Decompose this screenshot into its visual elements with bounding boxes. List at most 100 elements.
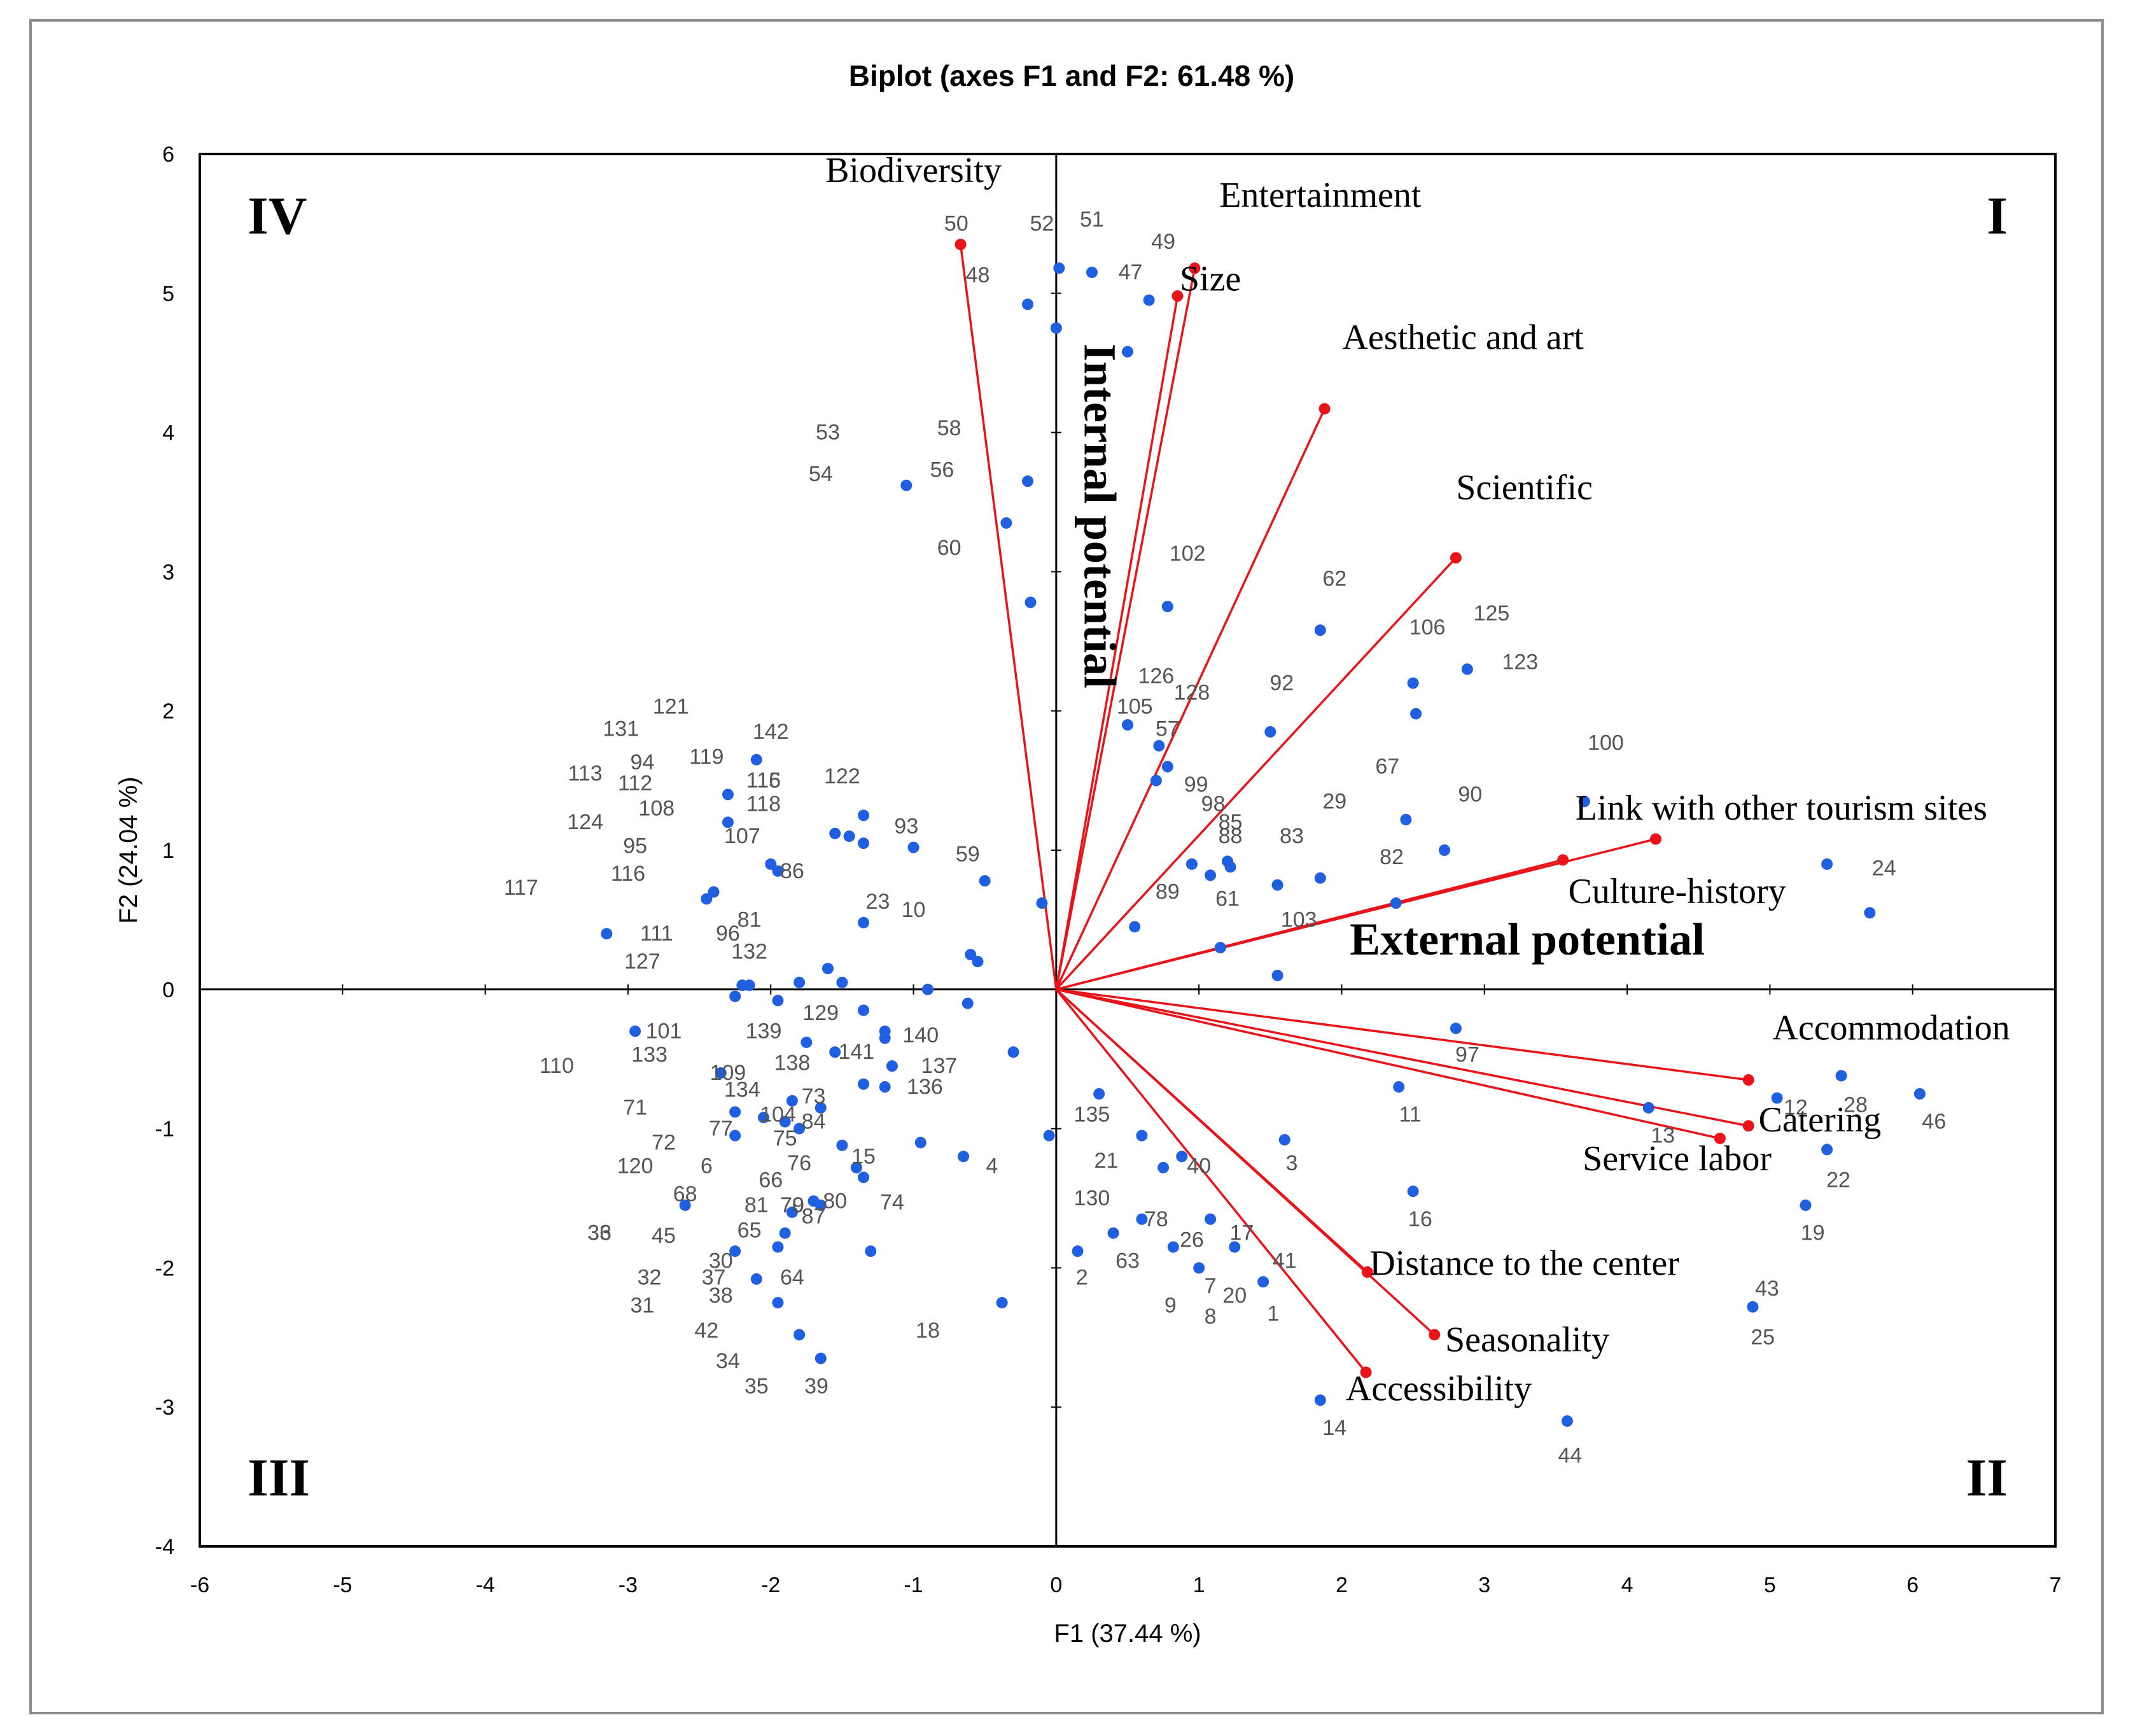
variable-label-service-labor: Service labor [1583,1139,1772,1179]
observation-label: 109 [710,1061,746,1085]
variable-label-culture-history: Culture-history [1568,872,1786,911]
x-axis-title: F1 (37.44 %) [1054,1620,1201,1648]
observation-point [722,788,734,801]
observation-point [1410,708,1422,720]
observation-point [794,976,806,988]
observation-point [886,1060,898,1072]
observation-point [1393,1081,1405,1093]
observation-label: 23 [866,890,890,914]
observation-label: 30 [709,1249,733,1273]
variable-label-seasonality: Seasonality [1445,1320,1609,1360]
observation-point [786,1206,798,1218]
observation-label: 97 [1455,1043,1479,1067]
chart-title: Biplot (axes F1 and F2: 61.48 %) [849,59,1294,92]
observation-label: 131 [603,717,639,741]
observation-point [1021,475,1033,487]
observation-label: 62 [1322,566,1346,591]
observation-label: 7 [1205,1274,1217,1298]
observation-label: 8 [1205,1305,1217,1329]
observation-point [1314,872,1326,884]
observation-point [1642,1102,1654,1114]
observation-label: 88 [1219,824,1243,848]
observation-point [1185,858,1198,870]
observation-label: 24 [1872,856,1896,880]
observation-label: 134 [724,1077,760,1102]
observation-label: 42 [694,1319,718,1343]
observation-point [1036,897,1048,909]
observation-label: 4 [986,1154,998,1179]
vector-size [1055,295,1179,990]
observation-point [1143,294,1155,306]
observation-point [1771,1092,1783,1104]
observation-label: 44 [1558,1444,1582,1468]
observation-point [1122,346,1133,358]
observation-point [1150,774,1162,787]
observation-point [772,1297,784,1309]
observation-point [1205,869,1217,881]
vector-tip-size [1171,290,1184,302]
observation-point [815,1102,827,1114]
observation-label: 85 [1219,810,1243,834]
observation-label: 129 [802,1001,839,1025]
observation-point [858,1172,870,1184]
observation-point [900,479,913,491]
observation-point [965,949,977,961]
vector-service-labor [1056,988,1721,1140]
observation-point [1093,1088,1105,1100]
vector-scientific [1055,557,1457,990]
observation-label: 67 [1375,755,1399,779]
observation-point [907,841,920,853]
observation-point [1400,813,1412,825]
observation-point [1205,1213,1217,1225]
observation-label: 71 [623,1096,647,1120]
observation-label: 112 [618,771,652,795]
x-tick-label: 4 [1621,1573,1633,1597]
observation-label: 35 [745,1374,769,1398]
observation-point [1043,1130,1055,1142]
observation-label: 46 [1922,1110,1946,1134]
observation-label: 127 [624,949,661,974]
observation-point [1747,1301,1759,1313]
observation-label: 18 [916,1319,940,1343]
observation-label: 107 [724,824,760,848]
observation-label: 73 [802,1084,826,1109]
observation-point [729,1245,741,1257]
observation-label: 90 [1458,782,1482,806]
observation-point [1021,298,1033,311]
observation-point [1407,677,1419,689]
observation-label: 70 [780,1193,804,1217]
observation-point [1214,942,1226,954]
observation-label: 50 [944,211,969,235]
observation-label: 34 [716,1349,740,1373]
x-tick-label: 5 [1764,1573,1776,1597]
x-tick-label: -5 [333,1573,352,1597]
observation-label: 3 [1285,1151,1297,1175]
observation-label: 104 [760,1103,796,1127]
observation-point [1835,1070,1847,1082]
x-tick-label: 7 [2050,1573,2062,1597]
observation-label: 132 [731,940,767,964]
observation-point [1193,1262,1205,1274]
observation-point [1136,1213,1148,1225]
vector-culture-history [1056,858,1563,991]
observation-label: 87 [802,1204,826,1228]
observation-label: 119 [689,745,724,769]
observation-label: 89 [1156,880,1180,904]
observation-label: 26 [1180,1228,1204,1252]
x-tick-label: -3 [619,1573,638,1597]
observation-label: 43 [1755,1277,1779,1301]
observation-label: 122 [824,764,860,788]
vector-tip-catering [1742,1120,1754,1132]
observation-point [1271,969,1283,981]
observation-point [1122,719,1133,731]
observation-point [1314,624,1326,636]
observation-point [1053,262,1065,274]
x-tick-label: -6 [190,1573,209,1597]
observation-label: 102 [1170,542,1206,566]
observation-label: 54 [809,462,833,486]
y-tick-label: 5 [162,282,174,306]
vector-tip-aesthetic-and-art [1318,403,1331,415]
observation-label: 2 [1076,1266,1088,1290]
observation-point [829,1046,841,1058]
vector-tip-accommodation [1742,1074,1754,1086]
